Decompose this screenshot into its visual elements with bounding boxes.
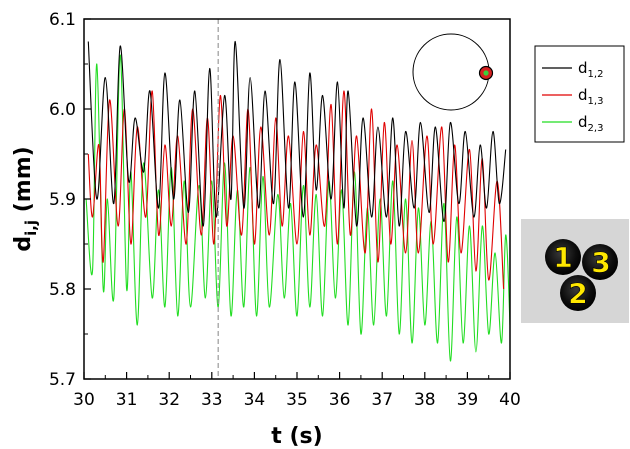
x-tick-label: 32 bbox=[158, 390, 180, 410]
x-tick-label: 36 bbox=[329, 390, 351, 410]
y-tick-label: 5.9 bbox=[49, 190, 76, 210]
droplet-3 bbox=[582, 244, 618, 280]
x-tick-label: 30 bbox=[73, 390, 95, 410]
inset-circle-diagram bbox=[412, 33, 494, 111]
x-tick-label: 35 bbox=[286, 390, 308, 410]
x-tick-label: 38 bbox=[414, 390, 436, 410]
x-tick-label: 33 bbox=[201, 390, 223, 410]
y-tick-label: 5.8 bbox=[49, 280, 76, 300]
legend-box bbox=[534, 45, 625, 143]
series-line-1-2 bbox=[87, 40, 507, 227]
series-line-2-3 bbox=[85, 54, 510, 362]
series-line-1-3 bbox=[87, 90, 505, 290]
y-tick-label: 5.7 bbox=[49, 370, 76, 390]
legend-label: d1,2 bbox=[578, 59, 603, 80]
y-tick-label: 6.0 bbox=[49, 100, 76, 120]
droplet-2 bbox=[560, 275, 596, 311]
y-axis: 5.7 5.8 5.9 6.0 6.1 bbox=[49, 10, 91, 390]
droplet-photo: 1 2 3 bbox=[521, 219, 629, 323]
inset-marker-inner bbox=[483, 70, 489, 76]
droplet-label-1: 1 bbox=[553, 241, 572, 274]
y-axis-title: di,j (mm) bbox=[11, 146, 40, 251]
x-tick-label: 40 bbox=[499, 390, 521, 410]
droplet-1 bbox=[545, 239, 581, 275]
y-tick-label: 6.1 bbox=[49, 10, 76, 30]
legend-label: d1,3 bbox=[578, 86, 603, 107]
x-tick-label: 34 bbox=[244, 390, 266, 410]
x-tick-label: 31 bbox=[116, 390, 138, 410]
legend: d1,2 d1,3 d2,3 bbox=[534, 45, 625, 143]
series-layer bbox=[85, 40, 510, 362]
x-axis: 30 31 32 33 34 35 36 37 38 39 40 bbox=[73, 372, 521, 410]
inset-circle-outline bbox=[412, 33, 490, 111]
legend-label: d2,3 bbox=[578, 113, 603, 134]
x-axis-title: t (s) bbox=[271, 424, 322, 449]
droplet-label-3: 3 bbox=[591, 246, 610, 279]
droplet-label-2: 2 bbox=[568, 277, 587, 310]
x-tick-label: 37 bbox=[371, 390, 393, 410]
x-tick-label: 39 bbox=[457, 390, 479, 410]
